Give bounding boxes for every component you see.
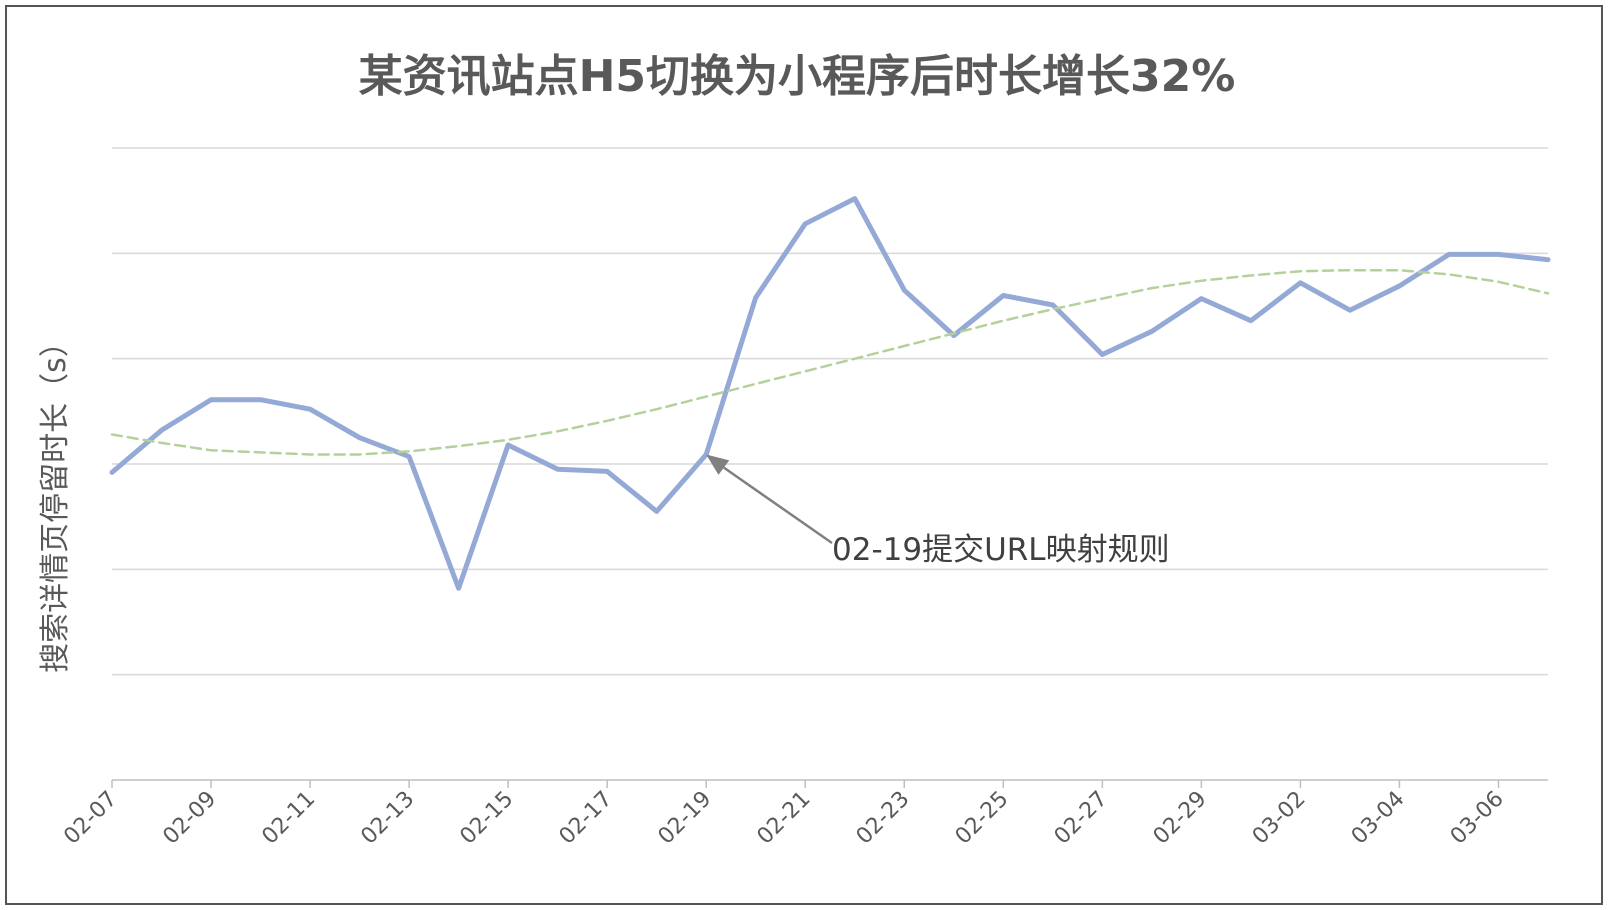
series-group [109,196,1551,591]
x-axis: 02-07 02-09 02-11 02-13 02-15 02-17 02-19 02-21… [59,779,1548,850]
x-tick-label: 03-06 [1446,787,1509,850]
x-tick-label: 03-04 [1347,787,1410,850]
y-axis-label: 搜索详情页停留时长（s） [38,327,73,673]
x-tick-label: 02-21 [753,787,816,850]
x-tick-label: 02-29 [1149,787,1212,850]
dwell-time-line [109,196,1551,591]
x-tick-label: 02-09 [158,787,221,850]
x-tick-label: 02-15 [455,787,518,850]
trend-line [110,268,1550,456]
x-tick-label: 02-07 [59,787,122,850]
x-tick-label: 02-17 [555,787,618,850]
x-tick-label: 02-25 [951,787,1014,850]
chart-title: 某资讯站点H5切换为小程序后时长增长32% [359,51,1236,102]
annotation-arrowhead [706,454,730,475]
x-tick-label: 03-02 [1248,787,1311,850]
gridlines [112,147,1548,676]
chart-frame [5,5,1603,905]
annotation-arrow-line [723,466,833,545]
x-tick-label: 02-19 [654,787,717,850]
annotation-group: 02-19提交URL映射规则 [706,454,1170,568]
x-tick-label: 02-13 [356,787,419,850]
annotation-label: 02-19提交URL映射规则 [832,532,1170,568]
x-tick-label: 02-11 [257,787,320,850]
x-tick-label: 02-23 [852,787,915,850]
x-tick-label: 02-27 [1050,787,1113,850]
